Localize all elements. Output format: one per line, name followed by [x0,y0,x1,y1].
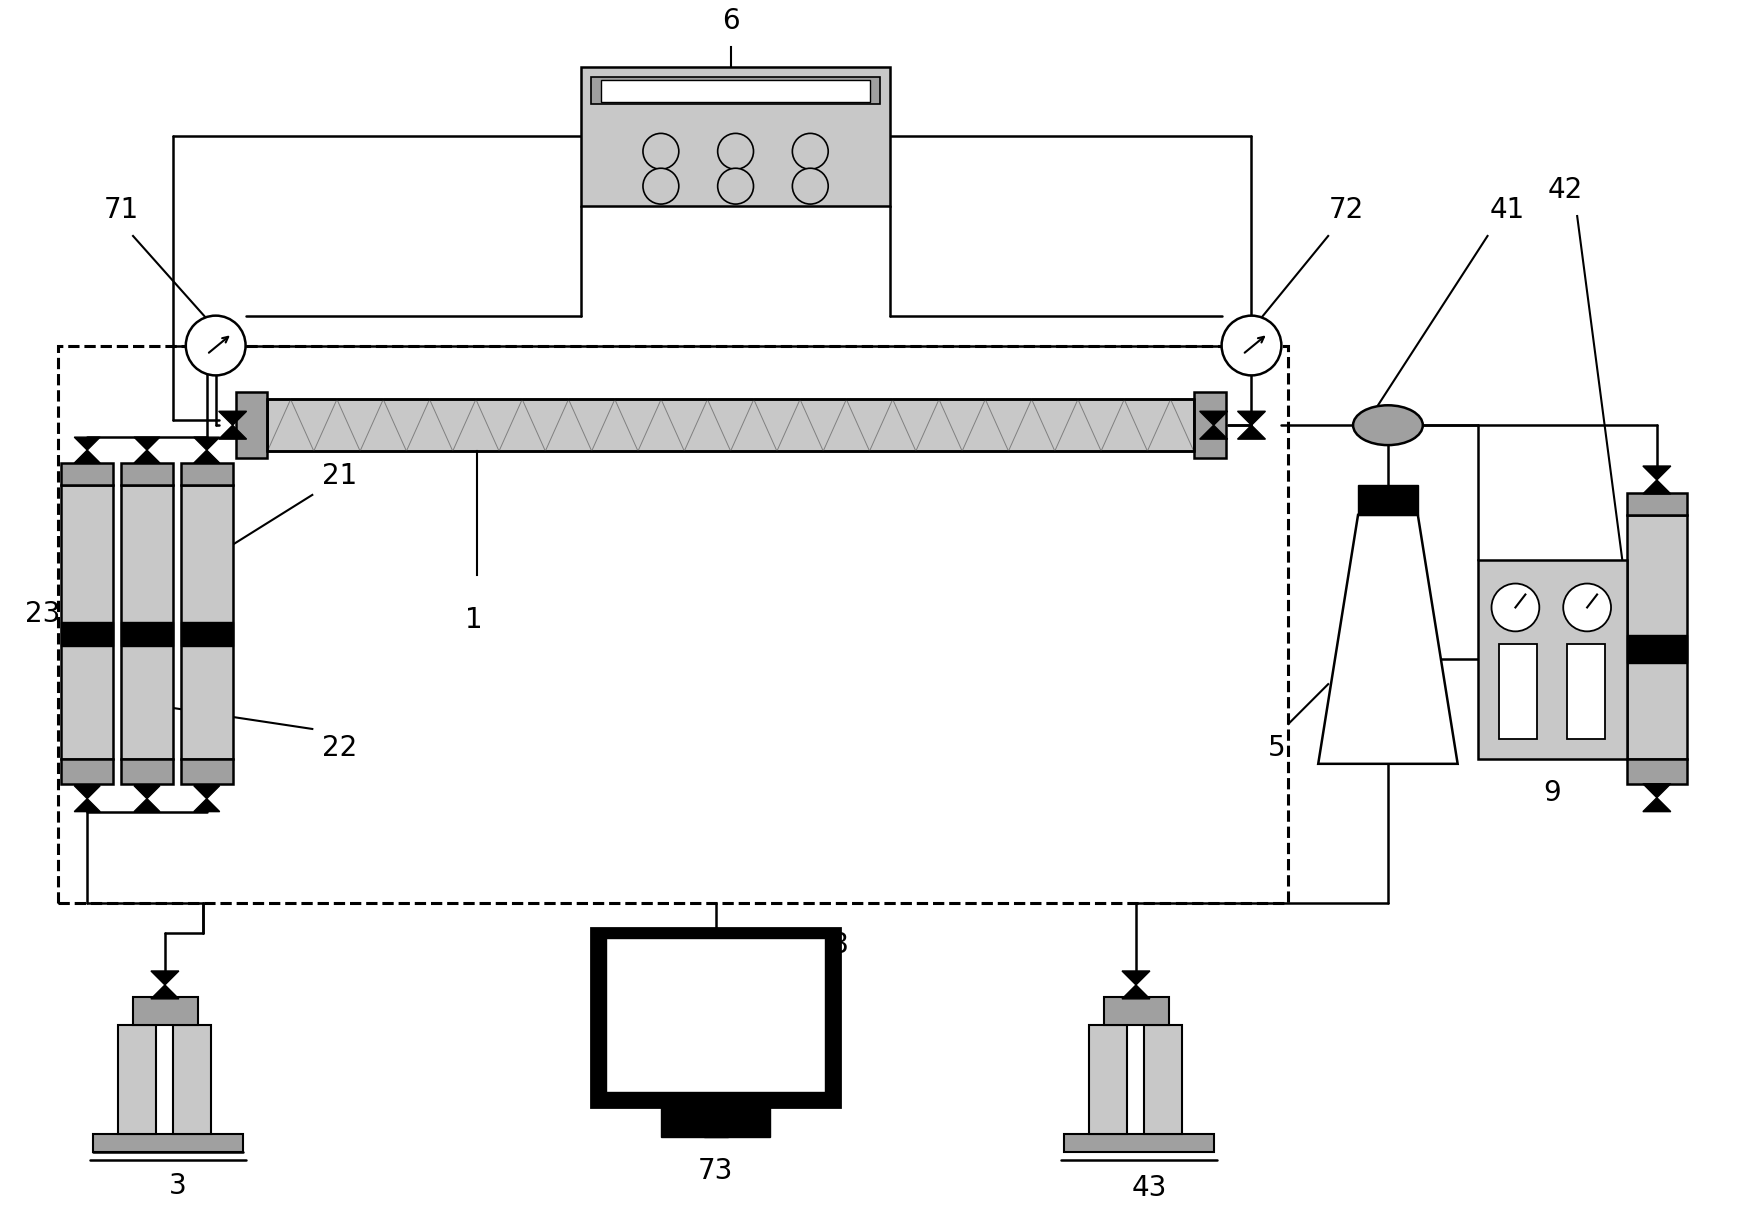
Bar [1089,1025,1128,1134]
Polygon shape [1200,425,1228,439]
Bar [1105,997,1168,1025]
Text: 9: 9 [1543,779,1562,807]
Bar [58,345,1288,903]
Text: 6: 6 [721,7,739,35]
Polygon shape [193,799,220,812]
Bar [181,485,232,759]
Bar [236,393,267,458]
Bar [1627,515,1687,759]
Bar [1627,635,1687,663]
Bar [1567,645,1604,739]
Bar [62,623,113,646]
Polygon shape [1238,425,1265,439]
Ellipse shape [1353,405,1423,445]
Bar [661,1108,770,1137]
Polygon shape [134,438,160,450]
Text: 22: 22 [322,734,357,762]
Polygon shape [1643,467,1671,480]
Bar [602,80,871,102]
Bar [1627,759,1687,784]
Polygon shape [1200,411,1228,425]
Bar [62,485,113,759]
Polygon shape [74,799,100,812]
Bar [121,485,172,759]
Bar [181,759,232,784]
Text: 5: 5 [1268,734,1286,762]
Bar [93,1134,243,1153]
Text: 8: 8 [830,931,848,959]
Bar [121,759,172,784]
Polygon shape [193,450,220,463]
Bar [591,928,841,1108]
Polygon shape [1238,411,1265,425]
Polygon shape [134,799,160,812]
Circle shape [1221,315,1281,376]
Bar [580,67,890,206]
Polygon shape [74,438,100,450]
Bar [1064,1134,1214,1153]
Circle shape [1564,583,1611,631]
Bar [62,463,113,485]
Polygon shape [1317,515,1458,764]
Circle shape [644,168,679,204]
Text: 3: 3 [169,1172,186,1200]
Polygon shape [1122,971,1150,985]
Bar [62,759,113,784]
Circle shape [792,133,828,170]
Bar [704,1108,728,1137]
Bar [121,463,172,485]
Bar [181,463,232,485]
Text: 41: 41 [1490,196,1525,224]
Bar [172,1025,211,1134]
Text: 21: 21 [322,462,357,490]
Bar [607,938,825,1092]
Bar [134,997,197,1025]
Polygon shape [151,985,179,999]
Circle shape [186,315,246,376]
Bar [181,623,232,646]
Bar [1627,493,1687,515]
Polygon shape [1643,480,1671,494]
Polygon shape [134,785,160,799]
Bar [1499,645,1537,739]
Circle shape [718,133,753,170]
Text: 43: 43 [1131,1174,1166,1202]
Bar [591,76,880,104]
Bar [1358,485,1418,515]
Circle shape [644,133,679,170]
Circle shape [792,168,828,204]
Text: 1: 1 [464,606,482,634]
Polygon shape [1643,784,1671,797]
Bar [1478,560,1627,759]
Polygon shape [134,450,160,463]
Polygon shape [218,425,246,439]
Polygon shape [218,411,246,425]
Polygon shape [1122,985,1150,999]
Polygon shape [74,450,100,463]
Circle shape [1492,583,1539,631]
Text: 23: 23 [25,600,62,629]
Text: 42: 42 [1548,176,1583,204]
Polygon shape [151,971,179,985]
Circle shape [718,168,753,204]
Polygon shape [1643,797,1671,812]
Polygon shape [193,785,220,799]
Bar [121,623,172,646]
Bar [1143,1025,1182,1134]
Text: 73: 73 [698,1157,734,1185]
Bar [267,399,1194,451]
Bar [1194,393,1226,458]
Bar [118,1025,157,1134]
Text: 72: 72 [1328,196,1363,224]
Bar [267,399,1194,451]
Text: 71: 71 [104,196,139,224]
Polygon shape [193,438,220,450]
Polygon shape [74,785,100,799]
